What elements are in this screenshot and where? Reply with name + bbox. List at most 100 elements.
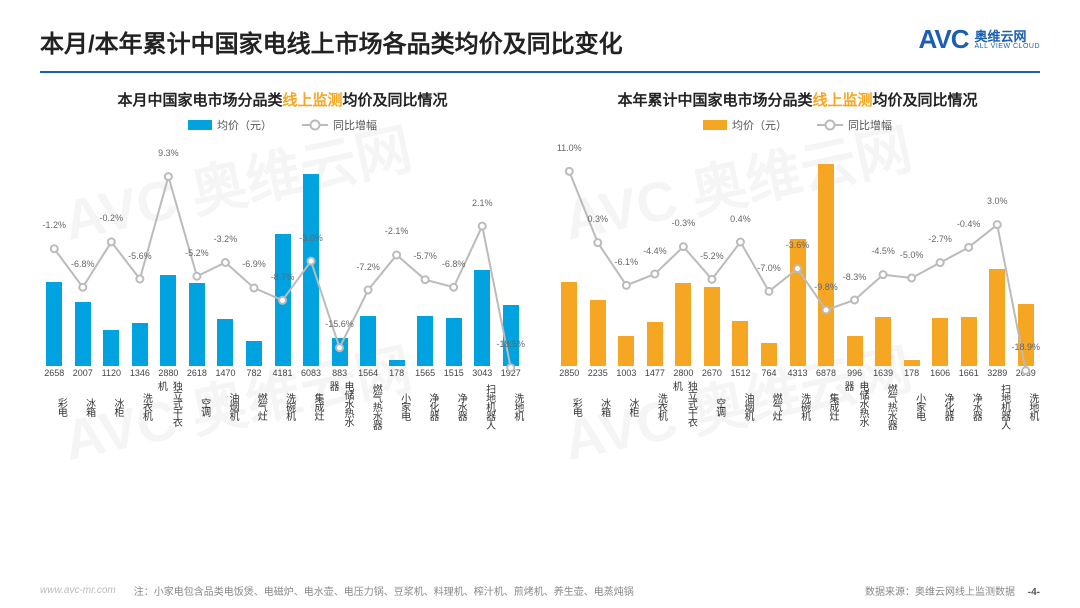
bar-value: 1003 [616,368,636,378]
x-axis-label: 彩电 [40,378,68,433]
bar-col: 2880 [154,275,183,378]
bar [417,316,433,365]
bar-col: 6083 [297,174,326,377]
bar-col: 2007 [69,302,98,377]
bar-col: 1512 [726,321,755,377]
page-title: 本月/本年累计中国家电线上市场各品类均价及同比变化 [40,24,623,59]
line-value-label: 3.0% [987,196,1008,206]
bar-value: 2670 [702,368,722,378]
bar [503,305,519,366]
bar-col: 2800 [669,283,698,377]
line-value-label: -7.0% [757,263,781,273]
bar [847,336,863,365]
charts-container: 本月中国家电市场分品类线上监测均价及同比情况 均价（元） 同比增幅 2658 20… [0,81,1080,433]
bar-col: 1661 [954,317,983,378]
bar [818,164,834,366]
bar-value: 1477 [645,368,665,378]
bar-col: 1639 [869,317,898,377]
x-axis-label: 电储水热水器 [840,378,870,433]
line-value-label: -5.2% [700,251,724,261]
bar-value: 2658 [44,368,64,378]
x-axis-label: 集成灶 [297,378,325,433]
bar [704,287,720,365]
bar-value: 1565 [415,368,435,378]
bar [932,318,948,365]
line-value-label: -5.2% [185,248,209,258]
bar-col: 2850 [555,282,584,378]
line-value-label: 0.4% [730,214,751,224]
line-value-label: -1.2% [42,220,66,230]
bar [761,343,777,365]
bar-value: 3289 [987,368,1007,378]
x-axis-label: 洗碗机 [268,378,296,433]
x-axis-label: 空调 [698,378,726,433]
line-value-label: -5.6% [128,251,152,261]
bar [360,316,376,365]
line-value-label: -4.4% [643,246,667,256]
bar-value: 1639 [873,368,893,378]
header-divider [40,71,1040,73]
logo-en: ALL VIEW CLOUD [975,43,1040,50]
bar [989,269,1005,365]
footer-url: www.avc-mr.com [40,585,116,596]
left-chart-title: 本月中国家电市场分品类线上监测均价及同比情况 [40,91,525,111]
bar [303,174,319,365]
line-value-label: -0.2% [100,213,124,223]
bar [561,282,577,366]
bar [132,323,148,365]
bar [904,360,920,365]
bar-col: 4181 [268,234,297,377]
bar [189,283,205,365]
line-value-label: -18.5% [496,339,525,349]
bar [217,319,233,365]
line-value-label: -4.5% [871,246,895,256]
logo: AVC 奥维云网 ALL VIEW CLOUD [919,24,1040,55]
bar [732,321,748,365]
footer-note: 注：小家电包含品类电饭煲、电磁炉、电水壶、电压力锅、豆浆机、料理机、榨汁机、煎烤… [134,583,634,598]
x-axis-label: 燃气热水器 [355,378,383,433]
bar-value: 1515 [444,368,464,378]
x-axis-label: 小家电 [383,378,411,433]
bar-col: 2658 [40,282,69,378]
bar-value: 2235 [588,368,608,378]
x-axis-label: 冰箱 [68,378,96,433]
bar-value: 178 [389,368,404,378]
bar-col: 883 [325,338,354,378]
x-axis-label: 洗衣机 [640,378,668,433]
bar-col: 2618 [183,283,212,377]
bar-col: 1470 [211,319,240,377]
left-legend-line: 同比增幅 [302,117,377,133]
bar-col: 1346 [126,323,155,377]
bar-value: 1346 [130,368,150,378]
bar-col: 764 [755,343,784,377]
x-axis-label: 冰柜 [612,378,640,433]
bar-col: 2670 [698,287,727,377]
bar-value: 3043 [472,368,492,378]
x-axis-label: 集成灶 [812,378,840,433]
x-axis-label: 洗地机 [497,378,525,433]
bar-col: 1564 [354,316,383,377]
bar-col: 1477 [641,322,670,377]
bar [46,282,62,366]
line-value-label: -6.1% [615,257,639,267]
left-plot: 2658200711201346288026181470782418160838… [40,143,525,433]
bar-col: 178 [382,360,411,378]
x-axis-label: 空调 [183,378,211,433]
right-legend: 均价（元） 同比增幅 [555,117,1040,133]
line-value-label: -8.7% [271,272,295,282]
line-value-label: -5.0% [900,250,924,260]
bar-col: 1565 [411,316,440,377]
x-axis-label: 洗衣机 [125,378,153,433]
line-value-label: -9.8% [814,282,838,292]
line-value-label: -3.6% [786,240,810,250]
bar-col: 2235 [584,300,613,378]
bar-value: 764 [761,368,776,378]
bar [790,239,806,366]
x-axis-label: 油烟机 [727,378,755,433]
bar-col: 2089 [1012,304,1041,377]
bar [961,317,977,366]
left-legend-price: 均价（元） [188,117,272,133]
bar-value: 1564 [358,368,378,378]
x-axis-label: 洗碗机 [783,378,811,433]
line-value-label: 2.1% [472,198,493,208]
